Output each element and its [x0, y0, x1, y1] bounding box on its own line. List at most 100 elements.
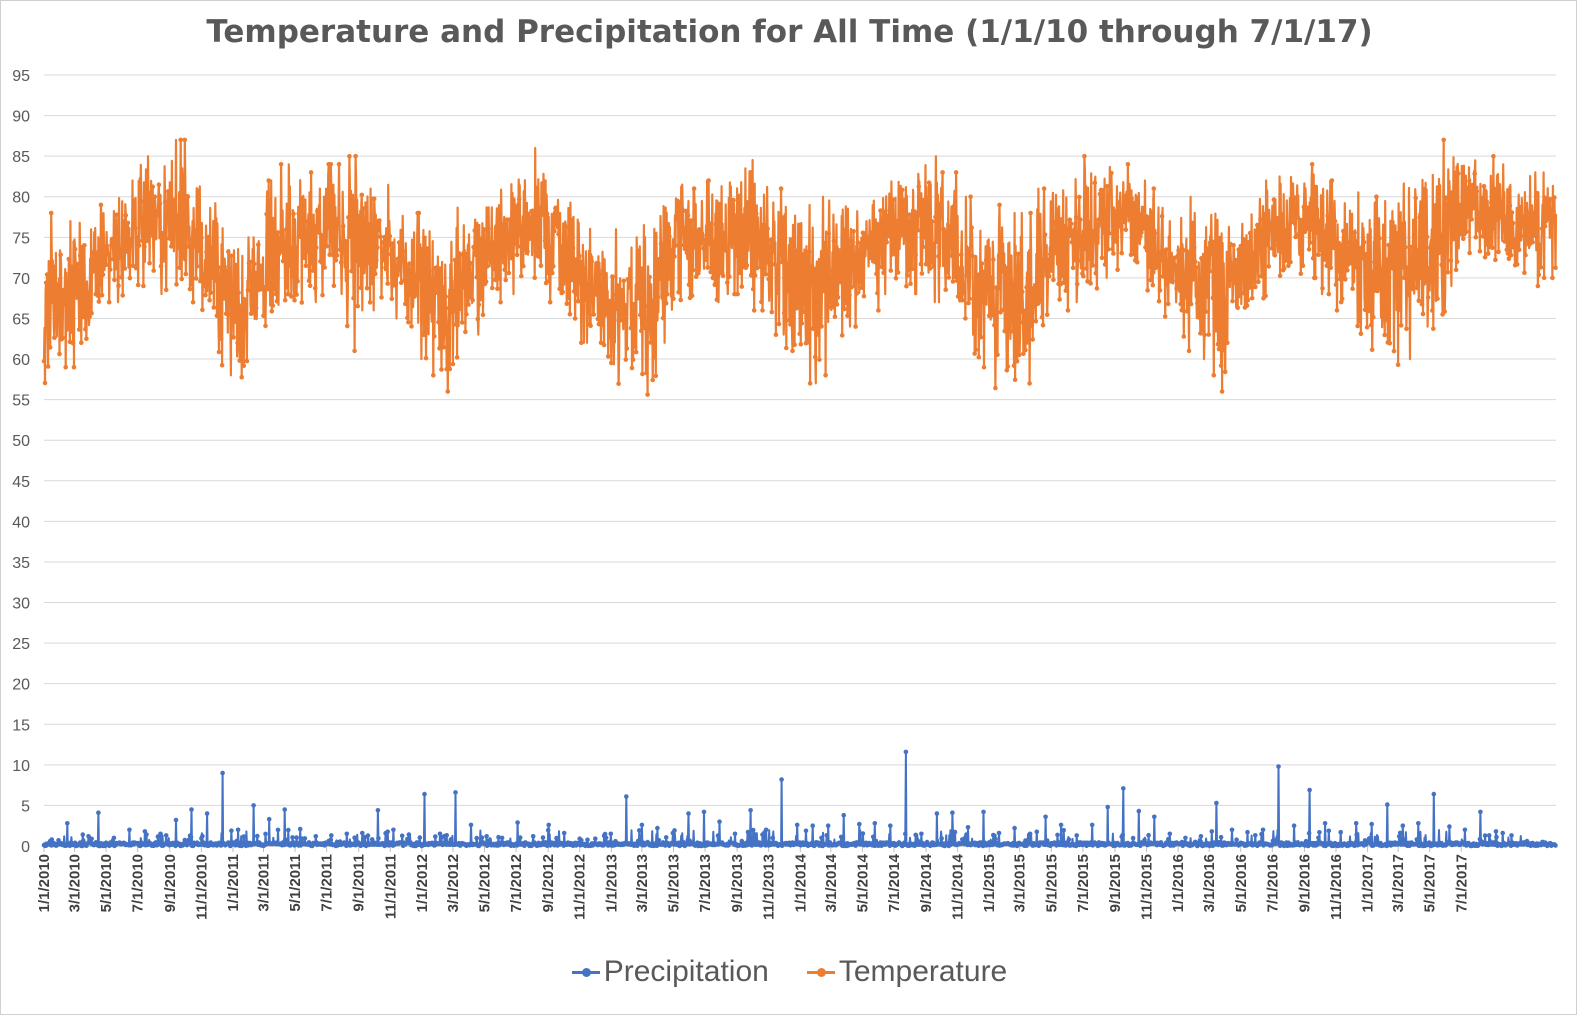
- temperature-point: [101, 244, 107, 249]
- temperature-point: [779, 259, 785, 265]
- legend-item-temperature[interactable]: Temperature: [806, 955, 1007, 989]
- temperature-point: [728, 211, 733, 216]
- temperature-point: [419, 248, 425, 254]
- temperature-point: [1300, 263, 1306, 269]
- temperature-point: [305, 219, 311, 224]
- temperature-point: [1042, 232, 1048, 237]
- temperature-point: [1329, 178, 1335, 183]
- temperature-point: [545, 270, 551, 276]
- temperature-point: [129, 241, 135, 246]
- temperature-point: [1348, 239, 1353, 244]
- temperature-point: [961, 286, 966, 292]
- temperature-point: [646, 319, 651, 324]
- temperature-point: [306, 278, 312, 284]
- temperature-point: [819, 324, 824, 329]
- temperature-point: [1102, 262, 1108, 267]
- temperature-point: [198, 278, 203, 284]
- temperature-point: [542, 238, 548, 244]
- temperature-point: [847, 293, 852, 298]
- temperature-point: [243, 321, 249, 327]
- temperature-point: [141, 283, 146, 289]
- temperature-point: [121, 223, 126, 229]
- x-tick-label: 11/1/2014: [950, 853, 967, 920]
- temperature-point: [476, 302, 482, 308]
- temperature-point: [1247, 230, 1253, 236]
- precipitation-point: [686, 811, 691, 816]
- x-tick-label: 11/1/2013: [761, 854, 778, 920]
- x-tick-label: 7/1/2014: [886, 853, 903, 912]
- temperature-point: [861, 293, 867, 299]
- precipitation-point: [1316, 835, 1321, 841]
- temperature-point: [857, 254, 863, 260]
- temperature-point: [742, 252, 748, 258]
- temperature-point: [1009, 294, 1015, 299]
- temperature-point: [150, 184, 155, 189]
- temperature-point: [181, 254, 187, 259]
- temperature-point: [1394, 243, 1400, 248]
- temperature-point: [1496, 249, 1501, 255]
- temperature-point: [1241, 290, 1247, 296]
- temperature-point: [1444, 202, 1450, 207]
- temperature-point: [589, 259, 594, 264]
- temperature-point: [908, 281, 913, 287]
- temperature-point: [1431, 326, 1436, 332]
- temperature-point: [266, 178, 272, 183]
- temperature-point: [792, 342, 797, 348]
- temperature-point: [1222, 369, 1228, 375]
- temperature-point: [318, 259, 323, 264]
- temperature-point: [1151, 186, 1157, 191]
- y-tick-label: 95: [12, 68, 30, 85]
- temperature-point: [974, 313, 980, 319]
- temperature-point: [933, 214, 938, 220]
- temperature-point: [750, 286, 756, 292]
- temperature-point: [1124, 212, 1130, 217]
- temperature-point: [333, 258, 339, 263]
- temperature-point: [1201, 263, 1206, 269]
- temperature-point: [991, 257, 996, 262]
- precipitation-point: [1486, 833, 1492, 838]
- temperature-point: [114, 212, 119, 217]
- precipitation-point: [1167, 831, 1173, 837]
- temperature-point: [281, 257, 287, 262]
- temperature-point: [180, 176, 185, 182]
- x-tick-label: 5/1/2010: [98, 854, 115, 912]
- precipitation-point: [1553, 843, 1558, 848]
- temperature-point: [566, 295, 572, 301]
- legend-item-precipitation[interactable]: Precipitation: [571, 955, 769, 989]
- precipitation-point: [517, 835, 523, 840]
- temperature-point: [500, 241, 505, 247]
- temperature-point: [314, 245, 319, 250]
- temperature-point: [1263, 293, 1268, 299]
- temperature-point: [917, 213, 923, 218]
- temperature-point: [704, 242, 709, 247]
- temperature-point: [297, 234, 303, 239]
- x-tick-label: 11/1/2015: [1139, 854, 1156, 920]
- temperature-point: [1433, 245, 1438, 250]
- temperature-point: [706, 178, 711, 183]
- temperature-point: [990, 312, 995, 318]
- temperature-point: [776, 321, 782, 327]
- temperature-point: [209, 274, 214, 279]
- temperature-point: [571, 289, 577, 294]
- temperature-point: [718, 240, 724, 246]
- temperature-point: [614, 306, 619, 312]
- temperature-point: [585, 284, 590, 290]
- temperature-point: [1119, 250, 1124, 256]
- temperature-point: [1236, 247, 1241, 252]
- temperature-point: [685, 213, 691, 218]
- temperature-point: [942, 243, 947, 249]
- temperature-point: [312, 285, 318, 291]
- temperature-point: [863, 238, 869, 243]
- temperature-point: [406, 320, 411, 325]
- temperature-point: [425, 288, 431, 293]
- temperature-point: [1471, 205, 1476, 211]
- temperature-point: [1519, 233, 1524, 239]
- temperature-point: [1422, 257, 1428, 262]
- temperature-point: [376, 228, 381, 233]
- temperature-point: [390, 241, 396, 246]
- temperature-point: [617, 295, 622, 300]
- temperature-point: [1264, 242, 1269, 248]
- temperature-point: [1434, 216, 1439, 222]
- temperature-point: [170, 242, 175, 247]
